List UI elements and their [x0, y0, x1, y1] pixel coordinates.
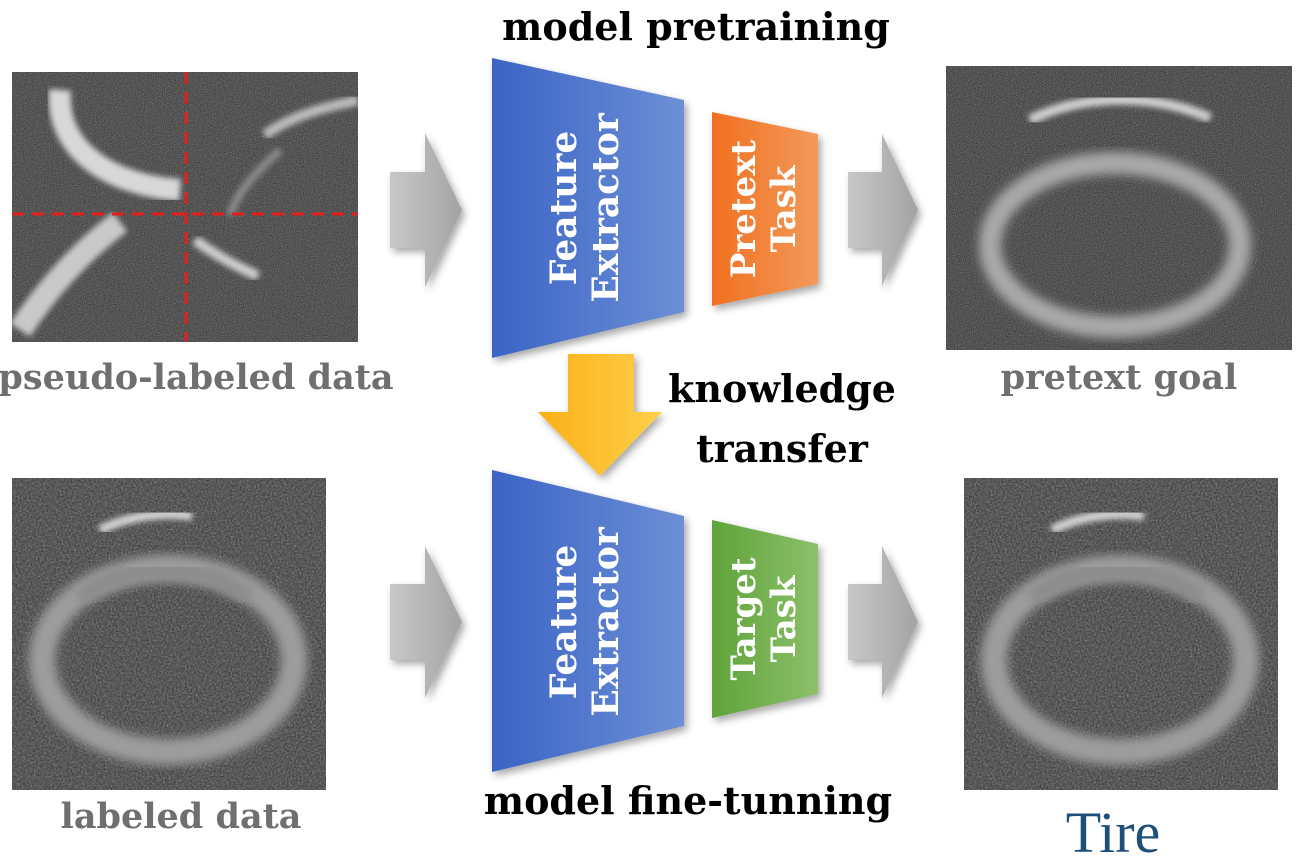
pretext-goal-image: [946, 66, 1292, 350]
result-image: [964, 478, 1278, 790]
target-label-2: Task: [764, 574, 804, 662]
finetuning-title: model fine-tunning: [484, 778, 892, 823]
pretext-task-block: [712, 112, 818, 306]
flow-arrow-top-left: [390, 133, 462, 287]
bottom-extractor-label-1: Feature: [543, 545, 585, 700]
knowledge-transfer-label-2: transfer: [696, 426, 869, 471]
flow-arrow-bottom-left: [390, 546, 462, 698]
bottom-extractor-label-2: Extractor: [585, 526, 627, 716]
result-label: Tire: [1066, 800, 1161, 865]
flow-arrow-bottom-right: [848, 546, 918, 698]
target-task-block: [712, 520, 818, 718]
pseudo-labeled-caption: pseudo-labeled data: [0, 357, 394, 398]
bottom-feature-extractor: [492, 470, 684, 772]
target-label-1: Target: [724, 557, 764, 680]
knowledge-transfer-label-1: knowledge: [668, 366, 896, 411]
top-extractor-label-1: Feature: [543, 131, 585, 286]
knowledge-transfer-arrow: [538, 354, 662, 476]
pretext-label-2: Task: [764, 164, 804, 252]
labeled-data-caption: labeled data: [61, 796, 302, 837]
pretext-goal-caption: pretext goal: [1001, 357, 1238, 398]
pretraining-title: model pretraining: [502, 4, 890, 49]
labeled-data-image: [12, 478, 326, 790]
flow-arrow-top-right: [848, 134, 918, 286]
pretext-label-1: Pretext: [724, 140, 764, 279]
pseudo-labeled-image: [12, 72, 358, 342]
top-extractor-label-2: Extractor: [585, 112, 627, 302]
top-feature-extractor: [492, 58, 684, 358]
